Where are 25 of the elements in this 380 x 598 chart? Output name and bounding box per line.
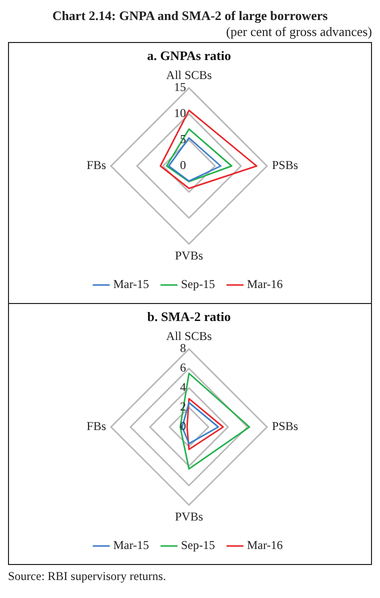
source-note: Source: RBI supervisory returns.	[8, 569, 167, 584]
legend-label: Sep-15	[181, 538, 215, 552]
y-tick-label: 8	[180, 341, 186, 356]
legend-label: Mar-16	[247, 538, 283, 552]
chart-title: b. SMA-2 ratio	[147, 309, 231, 324]
text: (per cent of gross advances)	[225, 24, 372, 40]
spoke-label: FBs	[86, 419, 106, 434]
y-tick-label: 0	[180, 158, 186, 172]
spoke-label: PVBs	[174, 509, 204, 524]
y-tick-label: 6	[180, 360, 186, 375]
spoke-label: FBs	[86, 158, 106, 172]
spoke-label: PSBs	[272, 158, 298, 172]
chart-title: a. GNPAs ratio	[147, 48, 231, 64]
y-tick-label: 10	[174, 106, 186, 120]
spoke-label: All SCBs	[166, 328, 212, 343]
spoke-label: All SCBs	[166, 68, 212, 82]
caption: Chart 2.14: GNPA and SMA-2 of large borrowers	[51, 8, 329, 24]
legend-label: Mar-15	[113, 538, 150, 552]
legend-label: Mar-16	[247, 277, 283, 292]
y-tick-label: 15	[174, 80, 186, 94]
spoke-label: PVBs	[174, 248, 204, 262]
legend-label: Mar-15	[113, 277, 150, 292]
y-tick-label: 4	[180, 380, 186, 394]
spoke-label: PSBs	[272, 419, 298, 434]
legend-label: Sep-15	[181, 277, 215, 292]
